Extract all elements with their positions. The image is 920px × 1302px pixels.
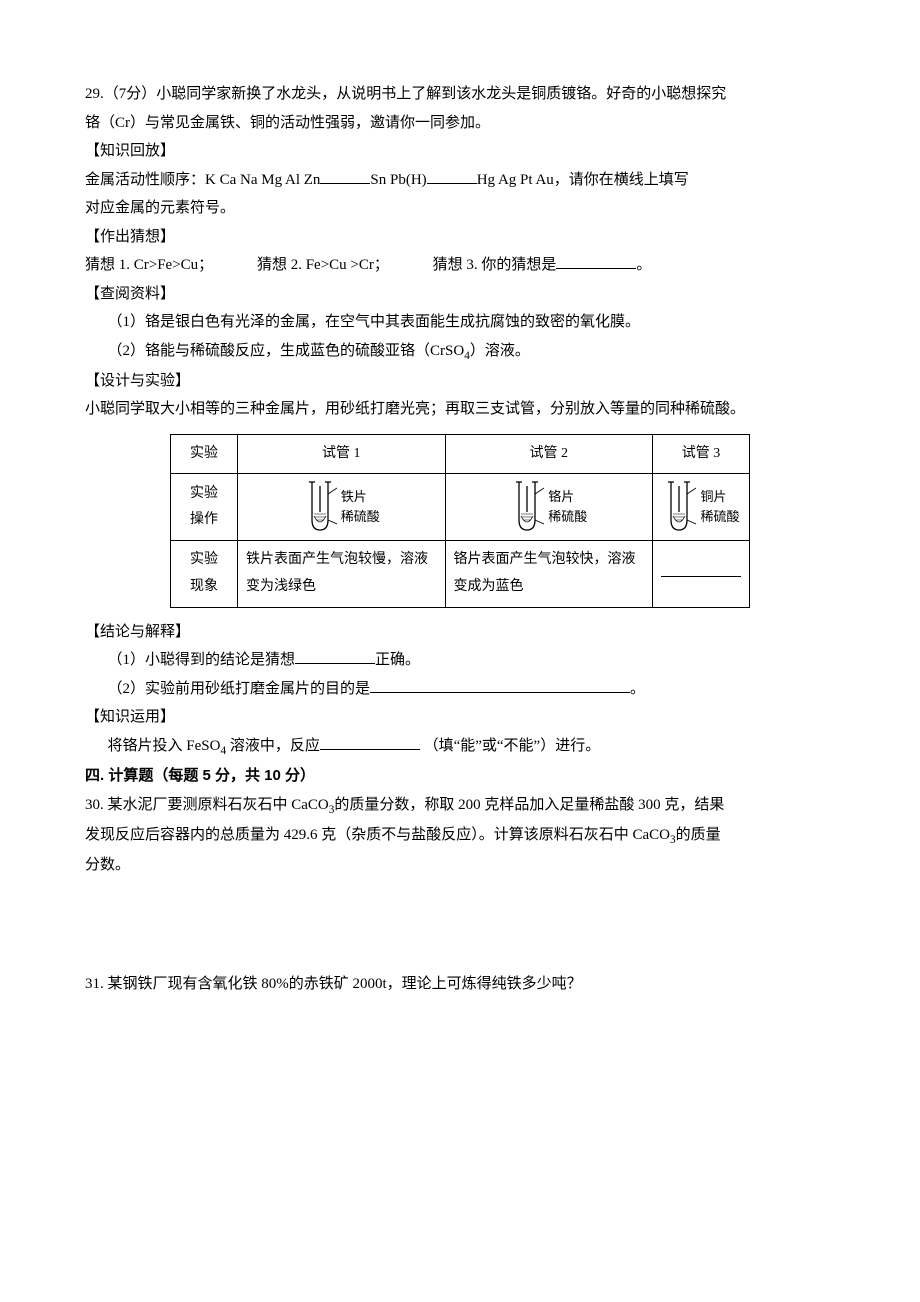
q29-intro-text1: 小聪同学家新换了水龙头，从说明书上了解到该水龙头是铜质镀铬。好奇的小聪想探究 (156, 86, 726, 102)
q29-sec5-line2: （2）实验前用砂纸打磨金属片的目的是 。 (85, 675, 835, 704)
cell-tube3-op: 铜片 稀硫酸 (653, 474, 750, 541)
activity-series-part-b: Sn Pb(H) (370, 172, 426, 188)
q30-line1: 30. 某水泥厂要测原料石灰石中 CaCO3的质量分数，称取 200 克样品加入… (85, 791, 835, 821)
q29-sec1-line1: 金属活动性顺序：K Ca Na Mg Al Zn Sn Pb(H) Hg Ag Pt… (85, 166, 835, 195)
apply-text-b: 溶液中，反应 (230, 738, 320, 754)
guess-3-label: 猜想 3. 你的猜想是 (433, 257, 557, 273)
q30-text-2b: 的质量 (676, 827, 721, 843)
conclusion-2a: （2）实验前用砂纸打磨金属片的目的是 (108, 681, 371, 697)
q29-sec4-title: 【设计与实验】 (85, 367, 835, 396)
workspace-q30 (85, 880, 835, 970)
q29-sec2-title: 【作出猜想】 (85, 223, 835, 252)
q30-line2: 发现反应后容器内的总质量为 429.6 克（杂质不与盐酸反应）。计算该原料石灰石… (85, 821, 835, 851)
blank-phenomenon-3 (661, 562, 741, 577)
q29-sec2-guesses: 猜想 1. Cr>Fe>Cu； 猜想 2. Fe>Cu >Cr； 猜想 3. 你… (85, 251, 835, 280)
q31-line1: 31. 某钢铁厂现有含氧化铁 80%的赤铁矿 2000t，理论上可炼得纯铁多少吨… (85, 970, 835, 999)
tube1-metal-label: 铁片 (341, 487, 367, 508)
header-tube3: 试管 3 (653, 434, 750, 474)
header-exp: 实验 (171, 434, 238, 474)
blank-guess-3 (556, 253, 636, 269)
cell-tube2-op: 铬片 稀硫酸 (445, 474, 653, 541)
test-tube-icon (510, 480, 544, 534)
blank-can-cannot (320, 734, 420, 750)
phenomenon-tube2: 铬片表面产生气泡较快，溶液变成为蓝色 (445, 541, 653, 607)
section-4-title: 四. 计算题（每题 5 分，共 10 分） (85, 762, 835, 791)
guess-1: 猜想 1. Cr>Fe>Cu； (85, 257, 213, 273)
table-row: 实验 现象 铁片表面产生气泡较慢，溶液变为浅绿色 铬片表面产生气泡较快，溶液变成… (171, 541, 750, 607)
q29-sec4-line1: 小聪同学取大小相等的三种金属片，用砂纸打磨光亮；再取三支试管，分别放入等量的同种… (85, 395, 835, 424)
row-phenomenon-label: 实验 现象 (171, 541, 238, 607)
guess-2: 猜想 2. Fe>Cu >Cr； (257, 257, 389, 273)
q29-intro-line2: 铬（Cr）与常见金属铁、铜的活动性强弱，邀请你一同参加。 (85, 109, 835, 138)
q30-text-1a: 30. 某水泥厂要测原料石灰石中 CaCO (85, 797, 329, 813)
test-tube-icon (662, 480, 696, 534)
q29-points: （7分） (104, 86, 157, 102)
tube1-acid-label: 稀硫酸 (341, 507, 380, 528)
q29-sec3-line2: （2）铬能与稀硫酸反应，生成蓝色的硫酸亚铬（CrSO4）溶液。 (85, 337, 835, 367)
header-tube1: 试管 1 (238, 434, 446, 474)
row-op-label: 实验 操作 (171, 474, 238, 541)
tube2-metal-label: 铬片 (548, 487, 574, 508)
conclusion-2b: 。 (630, 681, 645, 697)
q29-sec6-title: 【知识运用】 (85, 703, 835, 732)
conclusion-1b: 正确。 (375, 652, 420, 668)
table-row: 实验 操作 铁片 稀硫酸 (171, 474, 750, 541)
q29-sec5-title: 【结论与解释】 (85, 618, 835, 647)
q29-intro-line1: 29.（7分）小聪同学家新换了水龙头，从说明书上了解到该水龙头是铜质镀铬。好奇的… (85, 80, 835, 109)
q30-text-2a: 发现反应后容器内的总质量为 429.6 克（杂质不与盐酸反应）。计算该原料石灰石… (85, 827, 670, 843)
activity-series-part-c: Hg Ag Pt Au，请你在横线上填写 (477, 172, 689, 188)
q30-line3: 分数。 (85, 851, 835, 880)
q29-sec1-line2: 对应金属的元素符号。 (85, 194, 835, 223)
tube3-acid-label: 稀硫酸 (700, 507, 739, 528)
test-tube-icon (303, 480, 337, 534)
header-tube2: 试管 2 (445, 434, 653, 474)
apply-text-c: （填“能”或“不能”）进行。 (424, 738, 601, 754)
cell-tube1-op: 铁片 稀硫酸 (238, 474, 446, 541)
q29-sec5-line1: （1）小聪得到的结论是猜想 正确。 (85, 646, 835, 675)
q30-text-1b: 的质量分数，称取 200 克样品加入足量稀盐酸 300 克，结果 (334, 797, 724, 813)
table-row: 实验 试管 1 试管 2 试管 3 (171, 434, 750, 474)
blank-conclusion (295, 648, 375, 664)
conclusion-1a: （1）小聪得到的结论是猜想 (108, 652, 296, 668)
q29-sec6-line1: 将铬片投入 FeSO4 溶液中，反应 （填“能”或“不能”）进行。 (85, 732, 835, 762)
experiment-table: 实验 试管 1 试管 2 试管 3 实验 操作 铁片 稀硫酸 (170, 434, 750, 608)
apply-text-a: 将铬片投入 FeSO (108, 738, 221, 754)
q29-sec3-title: 【查阅资料】 (85, 280, 835, 309)
blank-element-1 (320, 168, 370, 184)
phenomenon-tube1: 铁片表面产生气泡较慢，溶液变为浅绿色 (238, 541, 446, 607)
crso4-text-b: ）溶液。 (470, 343, 530, 359)
tube2-acid-label: 稀硫酸 (548, 507, 587, 528)
crso4-text-a: （2）铬能与稀硫酸反应，生成蓝色的硫酸亚铬（CrSO (108, 343, 465, 359)
q29-sec1-title: 【知识回放】 (85, 137, 835, 166)
activity-series-part-a: 金属活动性顺序：K Ca Na Mg Al Zn (85, 172, 320, 188)
guess-3-period: 。 (636, 257, 651, 273)
blank-purpose (370, 677, 630, 693)
phenomenon-tube3 (653, 541, 750, 607)
blank-element-2 (427, 168, 477, 184)
q29-number: 29. (85, 86, 104, 102)
subscript-4b: 4 (220, 745, 226, 757)
tube3-metal-label: 铜片 (700, 487, 726, 508)
q29-sec3-line1: （1）铬是银白色有光泽的金属，在空气中其表面能生成抗腐蚀的致密的氧化膜。 (85, 308, 835, 337)
